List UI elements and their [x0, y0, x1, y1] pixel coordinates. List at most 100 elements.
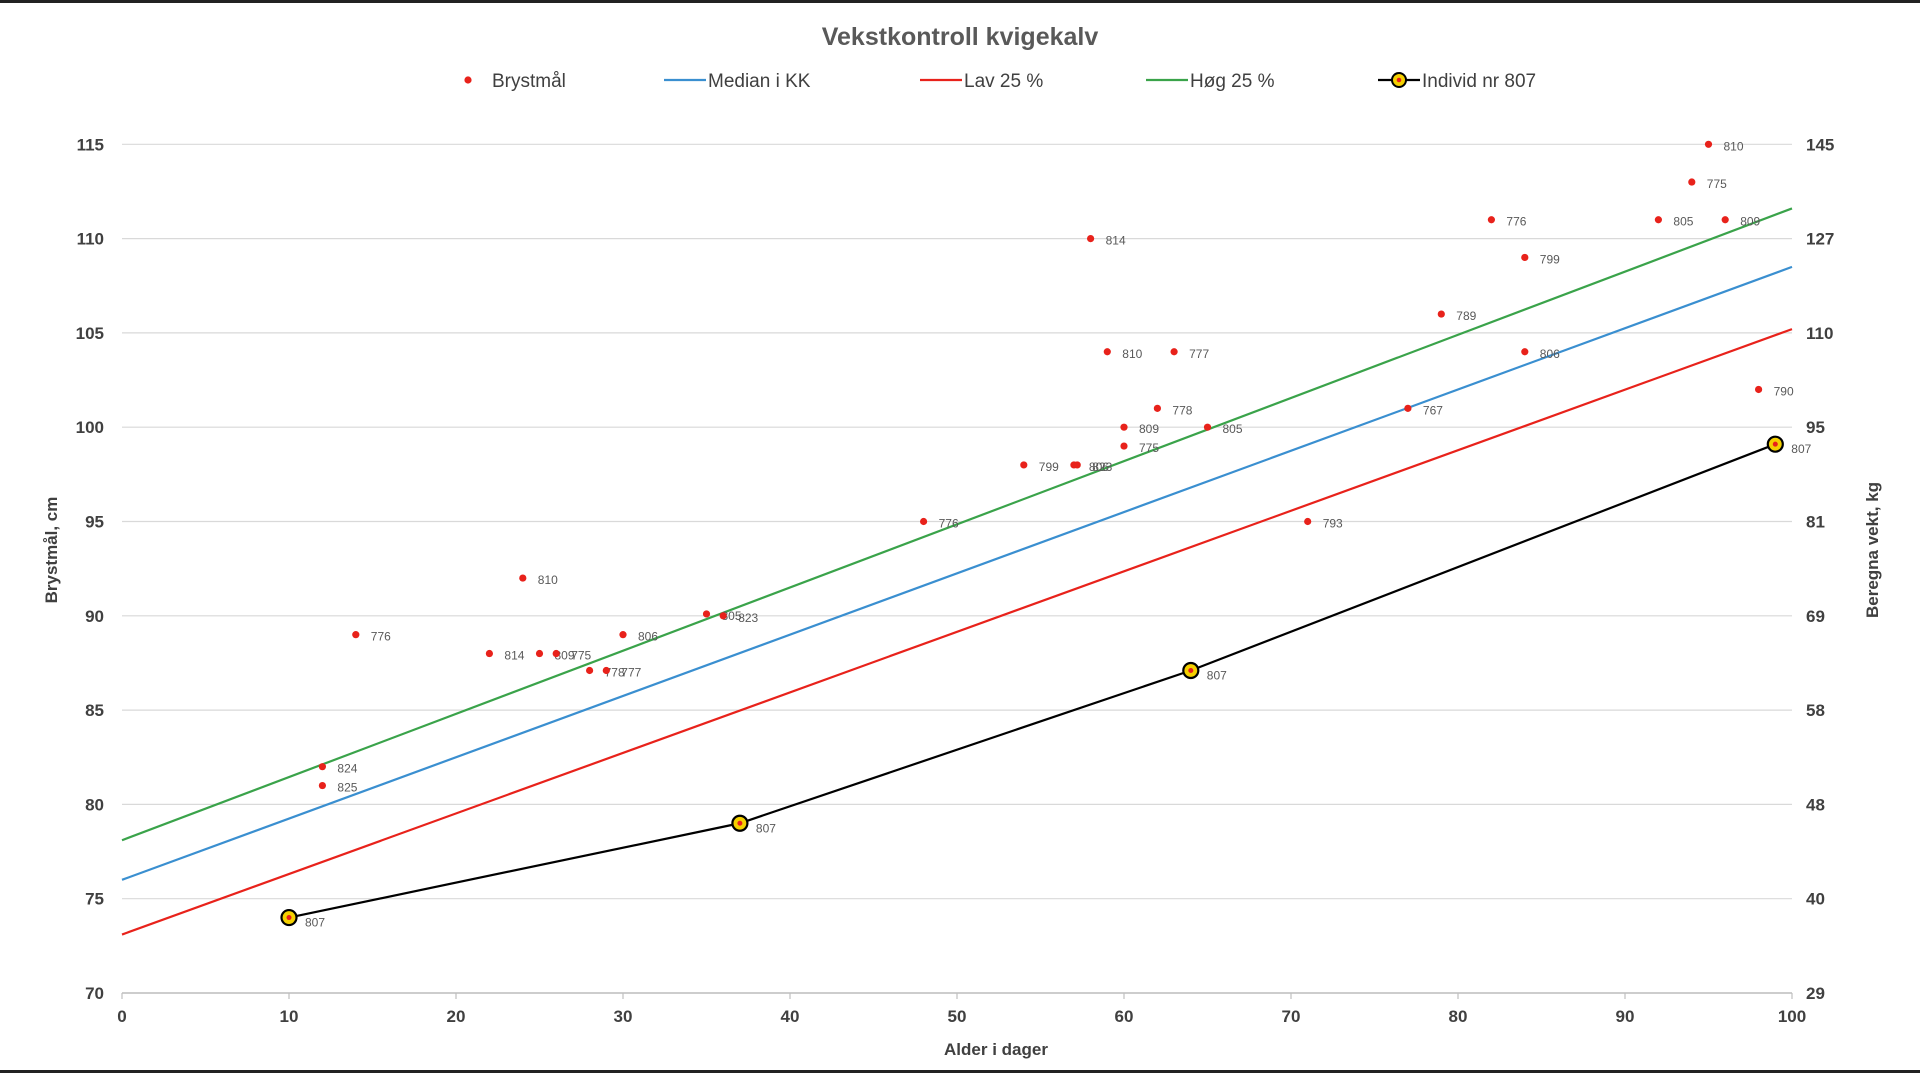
x-tick-label: 50	[948, 1007, 967, 1026]
individ-marker-dot	[1188, 667, 1194, 673]
brystmal-point	[485, 649, 493, 658]
y-axis-label: Brystmål, cm	[42, 497, 61, 604]
brystmal-point-label: 790	[1774, 384, 1794, 398]
line-median-i-kk	[121, 265, 1793, 881]
brystmal-point	[1654, 216, 1662, 224]
brystmal-point-label: 776	[1506, 215, 1526, 229]
x-tick-label: 70	[1282, 1007, 1301, 1026]
brystmal-point-label: 789	[1456, 309, 1476, 323]
brystmal-point	[1153, 404, 1161, 412]
individ-series: 807 807 807 807	[280, 435, 1812, 930]
legend-label: Høg 25 %	[1190, 71, 1275, 92]
chart-title: Vekstkontroll kvigekalv	[822, 23, 1099, 51]
x-tick-label: 60	[1115, 1007, 1134, 1026]
individ-marker-dot	[1772, 441, 1778, 447]
y2-axis-label: Beregna vekt, kg	[1863, 482, 1882, 618]
brystmal-point	[1688, 178, 1696, 186]
brystmal-point	[1120, 442, 1128, 450]
brystmal-point-label: 809	[1139, 422, 1159, 436]
brystmal-point-label: 805	[1223, 422, 1243, 436]
brystmal-point-label: 805	[1673, 215, 1693, 229]
brystmal-point-label: 806	[1540, 347, 1560, 361]
brystmal-point-label: 776	[371, 630, 391, 644]
y2-tick-label: 110	[1806, 324, 1833, 343]
brystmal-point-label: 776	[939, 517, 959, 531]
x-tick-label: 20	[447, 1007, 466, 1026]
brystmal-point-label: 814	[504, 649, 524, 663]
brystmal-point-label: 823	[738, 611, 758, 625]
brystmal-point-label: 814	[1106, 234, 1126, 248]
brystmal-point	[552, 649, 560, 658]
brystmal-point	[318, 763, 326, 771]
brystmal-point	[352, 631, 360, 639]
brystmal-point-label: 778	[1172, 403, 1192, 417]
y2-tick-label: 29	[1806, 984, 1825, 1003]
legend-label: Brystmål	[492, 71, 566, 92]
x-tick-label: 100	[1778, 1007, 1806, 1026]
y2-tick-label: 81	[1806, 513, 1825, 532]
brystmal-point-label: 810	[1724, 139, 1744, 153]
brystmal-point	[586, 666, 594, 675]
y-tick-label: 100	[76, 418, 104, 437]
individ-line	[288, 443, 1776, 919]
x-tick-label: 30	[614, 1007, 633, 1026]
brystmal-point-label: 810	[538, 573, 558, 587]
brystmal-point	[1170, 348, 1178, 356]
brystmal-point	[1020, 461, 1028, 469]
individ-point-label: 807	[1791, 442, 1811, 456]
brystmal-point-label: 793	[1323, 517, 1343, 531]
individ-point-label: 807	[1207, 668, 1227, 682]
brystmal-point-label: 767	[1423, 403, 1443, 417]
brystmal-point-label: 775	[571, 649, 591, 663]
brystmal-point	[1404, 404, 1412, 412]
brystmal-point-label: 778	[605, 665, 625, 679]
brystmal-point-label: 775	[1707, 177, 1727, 191]
brystmal-point-label: 809	[1740, 215, 1760, 229]
brystmal-point	[1521, 348, 1529, 356]
x-tick-label: 40	[781, 1007, 800, 1026]
individ-marker-dot	[286, 915, 292, 921]
y2-tick-label: 95	[1806, 418, 1825, 437]
plot-area	[122, 108, 1792, 993]
brystmal-point	[1487, 216, 1495, 224]
brystmal-point-label: 806	[1089, 460, 1109, 474]
x-axis-label: Alder i dager	[944, 1040, 1048, 1059]
y2-tick-label: 127	[1806, 230, 1834, 249]
brystmal-point-label: 824	[337, 762, 357, 776]
brystmal-point	[619, 631, 627, 639]
brystmal-point-label: 823	[1092, 460, 1112, 474]
brystmal-point	[719, 612, 727, 620]
brystmal-point-label: 805	[722, 609, 742, 623]
brystmal-point	[1704, 140, 1713, 148]
x-tick-label: 80	[1449, 1007, 1468, 1026]
y2-tick-label: 40	[1806, 890, 1825, 909]
legend-swatch-dot	[1396, 77, 1402, 83]
y-tick-label: 75	[85, 890, 104, 909]
legend-swatch-marker	[464, 76, 472, 84]
brystmal-point	[1073, 461, 1081, 469]
y-tick-label: 105	[76, 324, 104, 343]
x-tick-label: 90	[1616, 1007, 1635, 1026]
brystmal-point-label: 810	[1122, 347, 1142, 361]
x-tick-label: 0	[117, 1007, 126, 1026]
y2-tick-label: 69	[1806, 607, 1825, 626]
brystmal-point	[602, 666, 610, 675]
legend: Brystmål Median i KK Lav 25 % Høg 25 % Indiv…	[464, 71, 1536, 92]
y-tick-label: 70	[85, 984, 104, 1003]
y-tick-label: 110	[77, 230, 104, 249]
brystmal-series: 8248257768148108097757787778068058237767…	[318, 139, 1794, 795]
brystmal-point	[702, 610, 711, 618]
y-tick-label: 90	[85, 607, 104, 626]
y2-tick-label: 145	[1806, 135, 1834, 154]
y2-tick-label: 58	[1806, 701, 1825, 720]
line-h-g-25-	[121, 207, 1793, 842]
brystmal-point-label: 806	[638, 630, 658, 644]
y2-tick-label: 48	[1806, 795, 1825, 814]
legend-label: Lav 25 %	[964, 71, 1043, 92]
brystmal-point-label: 777	[621, 665, 641, 679]
brystmal-point	[920, 517, 928, 526]
x-tick-label: 10	[280, 1007, 299, 1026]
